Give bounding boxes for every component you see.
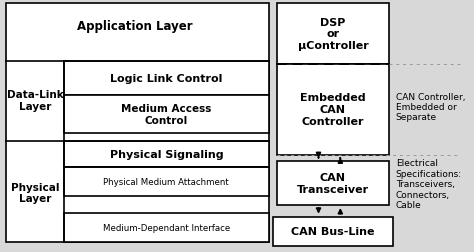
Text: Medium Access
Control: Medium Access Control: [121, 104, 211, 125]
Bar: [277, 4, 389, 64]
Bar: [277, 161, 389, 205]
Text: CAN Bus-Line: CAN Bus-Line: [291, 226, 375, 236]
Text: Medium-Dependant Interface: Medium-Dependant Interface: [103, 223, 230, 232]
Text: Logic Link Control: Logic Link Control: [110, 74, 223, 84]
Bar: [64, 62, 269, 96]
Text: Embedded
CAN
Controller: Embedded CAN Controller: [300, 93, 366, 126]
Text: Electrical
Specifications:
Transceivers,
Connectors,
Cable: Electrical Specifications: Transceivers,…: [396, 159, 462, 209]
Text: CAN
Transceiver: CAN Transceiver: [297, 173, 369, 194]
Bar: [277, 64, 389, 155]
Text: Data-Link
Layer: Data-Link Layer: [7, 90, 64, 112]
Text: Physical
Layer: Physical Layer: [11, 182, 59, 204]
Bar: [64, 213, 269, 242]
Bar: [64, 96, 269, 134]
Text: Application Layer: Application Layer: [77, 20, 192, 33]
Bar: [64, 168, 269, 197]
Bar: [64, 141, 269, 168]
Text: CAN Controller,
Embedded or
Separate: CAN Controller, Embedded or Separate: [396, 92, 465, 122]
Text: Physical Medium Attachment: Physical Medium Attachment: [103, 178, 229, 186]
Text: Physical Signaling: Physical Signaling: [109, 149, 223, 159]
Text: DSP
or
μController: DSP or μController: [298, 17, 368, 51]
Bar: [273, 217, 393, 246]
Bar: [6, 4, 269, 242]
